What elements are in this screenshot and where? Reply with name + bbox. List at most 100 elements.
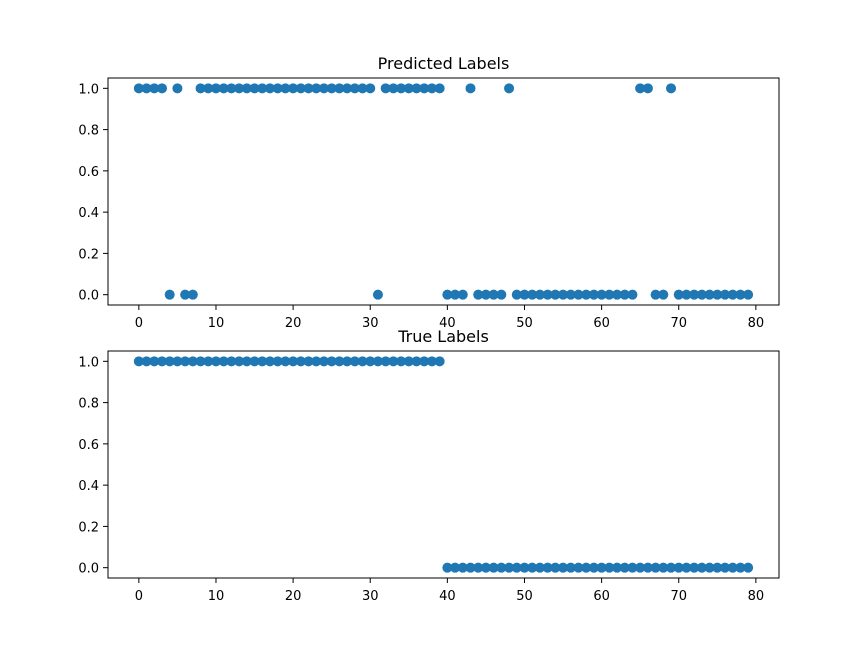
x-tick-label: 40 [439,316,456,331]
data-point [388,83,399,94]
data-point [334,356,345,367]
data-point [527,562,538,573]
data-point [588,562,599,573]
data-point [727,562,738,573]
data-point [349,356,360,367]
data-point [303,356,314,367]
data-point [727,289,738,300]
data-point [149,83,160,94]
data-point [288,83,299,94]
data-point [519,289,530,300]
data-point [457,289,468,300]
x-tick-label: 50 [516,316,533,331]
data-point [210,83,221,94]
data-point [195,83,206,94]
data-point [504,562,515,573]
data-point [658,562,669,573]
x-tick-label: 60 [593,316,610,331]
data-point [542,289,553,300]
data-point [141,83,152,94]
data-point [218,356,229,367]
data-point [141,356,152,367]
data-point [249,356,260,367]
data-point [318,83,329,94]
data-point [257,356,268,367]
data-point [480,562,491,573]
data-point [164,289,175,300]
x-tick-label: 10 [208,316,225,331]
data-point [612,289,623,300]
x-tick-label: 10 [208,589,225,604]
data-point [318,356,329,367]
y-tick-label: 0.4 [78,479,99,494]
data-point [642,562,653,573]
data-point [658,289,669,300]
data-point [681,562,692,573]
data-point [666,562,677,573]
data-point [172,83,183,94]
chart-title: True Labels [397,327,489,346]
x-tick-label: 30 [362,316,379,331]
data-point [419,83,430,94]
data-point [272,83,283,94]
data-point [257,83,268,94]
data-point [426,83,437,94]
data-point [203,356,214,367]
y-tick-label: 0.8 [78,397,99,412]
data-point [635,562,646,573]
data-point [365,83,376,94]
data-point [627,562,638,573]
data-point [673,289,684,300]
chart-title: Predicted Labels [378,54,510,73]
data-point [550,289,561,300]
data-point [434,83,445,94]
axes-frame [107,77,780,306]
data-point [465,83,476,94]
data-point [534,289,545,300]
data-point [288,356,299,367]
data-point [627,289,638,300]
data-point [511,562,522,573]
data-point [396,83,407,94]
data-point [234,83,245,94]
data-point [241,356,252,367]
data-point [295,83,306,94]
data-point [349,83,360,94]
data-point [604,289,615,300]
data-point [581,562,592,573]
data-point [326,356,337,367]
true-labels-subplot: True Labels 0 10 20 30 40 50 60 70 80 0.0 0.2 0.4 0.… [78,327,780,604]
predicted-labels-subplot: Predicted Labels 0 10 20 30 40 50 60 70 80 0.0 0.2… [78,54,780,331]
data-point [704,289,715,300]
x-tick-label: 60 [593,589,610,604]
data-point [527,289,538,300]
data-point [241,83,252,94]
y-tick-label: 0.8 [78,124,99,139]
data-point [442,289,453,300]
data-point [488,562,499,573]
data-point [264,356,275,367]
data-point [187,356,198,367]
data-point [488,289,499,300]
data-point [311,83,322,94]
data-point [704,562,715,573]
data-point [380,83,391,94]
data-point [342,83,353,94]
data-point [473,289,484,300]
data-point [249,83,260,94]
data-point [133,83,144,94]
data-point [604,562,615,573]
data-point [720,289,731,300]
data-point [496,289,507,300]
data-point [473,562,484,573]
data-point [434,356,445,367]
data-point [450,289,461,300]
x-tick-label: 70 [670,589,687,604]
x-tick-label: 80 [748,316,765,331]
data-point [735,289,746,300]
x-tick-label: 50 [516,589,533,604]
data-point [357,356,368,367]
data-point [156,356,167,367]
data-point [133,356,144,367]
data-point [156,83,167,94]
